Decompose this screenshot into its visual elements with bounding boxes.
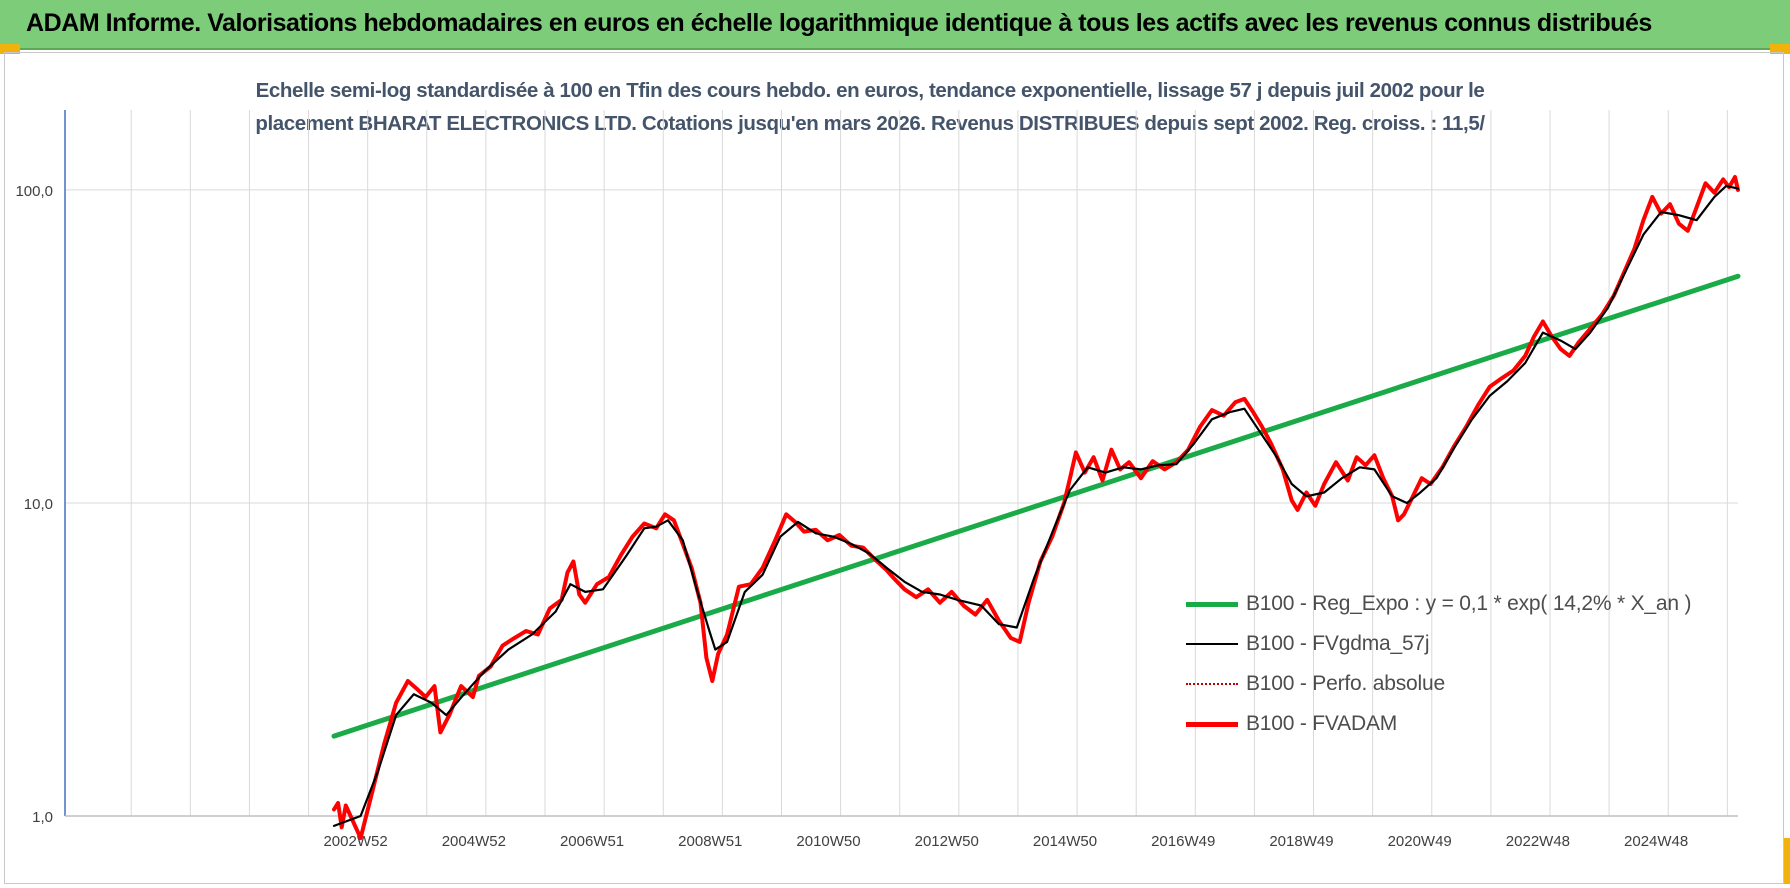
x-tick-label: 2022W48 bbox=[1506, 833, 1570, 850]
header-banner: ADAM Informe. Valorisations hebdomadaire… bbox=[0, 0, 1790, 50]
y-tick-label: 100,0 bbox=[15, 183, 53, 200]
x-tick-label: 2010W50 bbox=[796, 833, 860, 850]
x-tick-label: 2002W52 bbox=[323, 833, 387, 850]
legend-item-regression: B100 - Reg_Expo : y = 0,1 * exp( 14,2% *… bbox=[1186, 584, 1706, 624]
legend-item-fvadam: B100 - FVADAM bbox=[1186, 704, 1706, 744]
x-tick-label: 2016W49 bbox=[1151, 833, 1215, 850]
chart-title: Echelle semi-log standardisée à 100 en T… bbox=[150, 74, 1590, 140]
x-tick-label: 2004W52 bbox=[442, 833, 506, 850]
legend-label-regression: B100 - Reg_Expo : y = 0,1 * exp( 14,2% *… bbox=[1246, 592, 1692, 615]
legend-item-smoothed: B100 - FVgdma_57j bbox=[1186, 624, 1706, 664]
corner-accent-left bbox=[0, 44, 20, 54]
legend-item-perfo: B100 - Perfo. absolue bbox=[1186, 664, 1706, 704]
x-tick-label: 2020W49 bbox=[1388, 833, 1452, 850]
series-line-regression bbox=[331, 273, 1741, 739]
y-tick-label: 1,0 bbox=[32, 809, 53, 826]
corner-accent-bottom bbox=[1784, 838, 1790, 884]
corner-accent-right bbox=[1770, 44, 1790, 54]
x-tick-label: 2014W50 bbox=[1033, 833, 1097, 850]
legend-swatch-smoothed bbox=[1186, 643, 1238, 645]
legend-swatch-fvadam bbox=[1186, 721, 1238, 727]
x-tick-label: 2006W51 bbox=[560, 833, 624, 850]
x-tick-label: 2024W48 bbox=[1624, 833, 1688, 850]
chart-title-line-1: Echelle semi-log standardisée à 100 en T… bbox=[255, 79, 1485, 102]
chart-frame bbox=[4, 52, 1784, 884]
banner-title: ADAM Informe. Valorisations hebdomadaire… bbox=[26, 9, 1652, 37]
legend-swatch-regression bbox=[1186, 601, 1238, 607]
series-line-smoothed bbox=[332, 184, 1740, 827]
legend-label-fvadam: B100 - FVADAM bbox=[1246, 712, 1398, 735]
chart-legend: B100 - Reg_Expo : y = 0,1 * exp( 14,2% *… bbox=[1186, 584, 1706, 744]
x-tick-label: 2008W51 bbox=[678, 833, 742, 850]
x-tick-label: 2018W49 bbox=[1269, 833, 1333, 850]
legend-label-perfo: B100 - Perfo. absolue bbox=[1246, 672, 1445, 695]
x-tick-label: 2012W50 bbox=[915, 833, 979, 850]
legend-swatch-perfo bbox=[1186, 683, 1238, 685]
chart-title-line-2: placement BHARAT ELECTRONICS LTD. Cotati… bbox=[255, 112, 1485, 135]
legend-label-smoothed: B100 - FVgdma_57j bbox=[1246, 632, 1430, 655]
y-tick-label: 10,0 bbox=[24, 496, 53, 513]
